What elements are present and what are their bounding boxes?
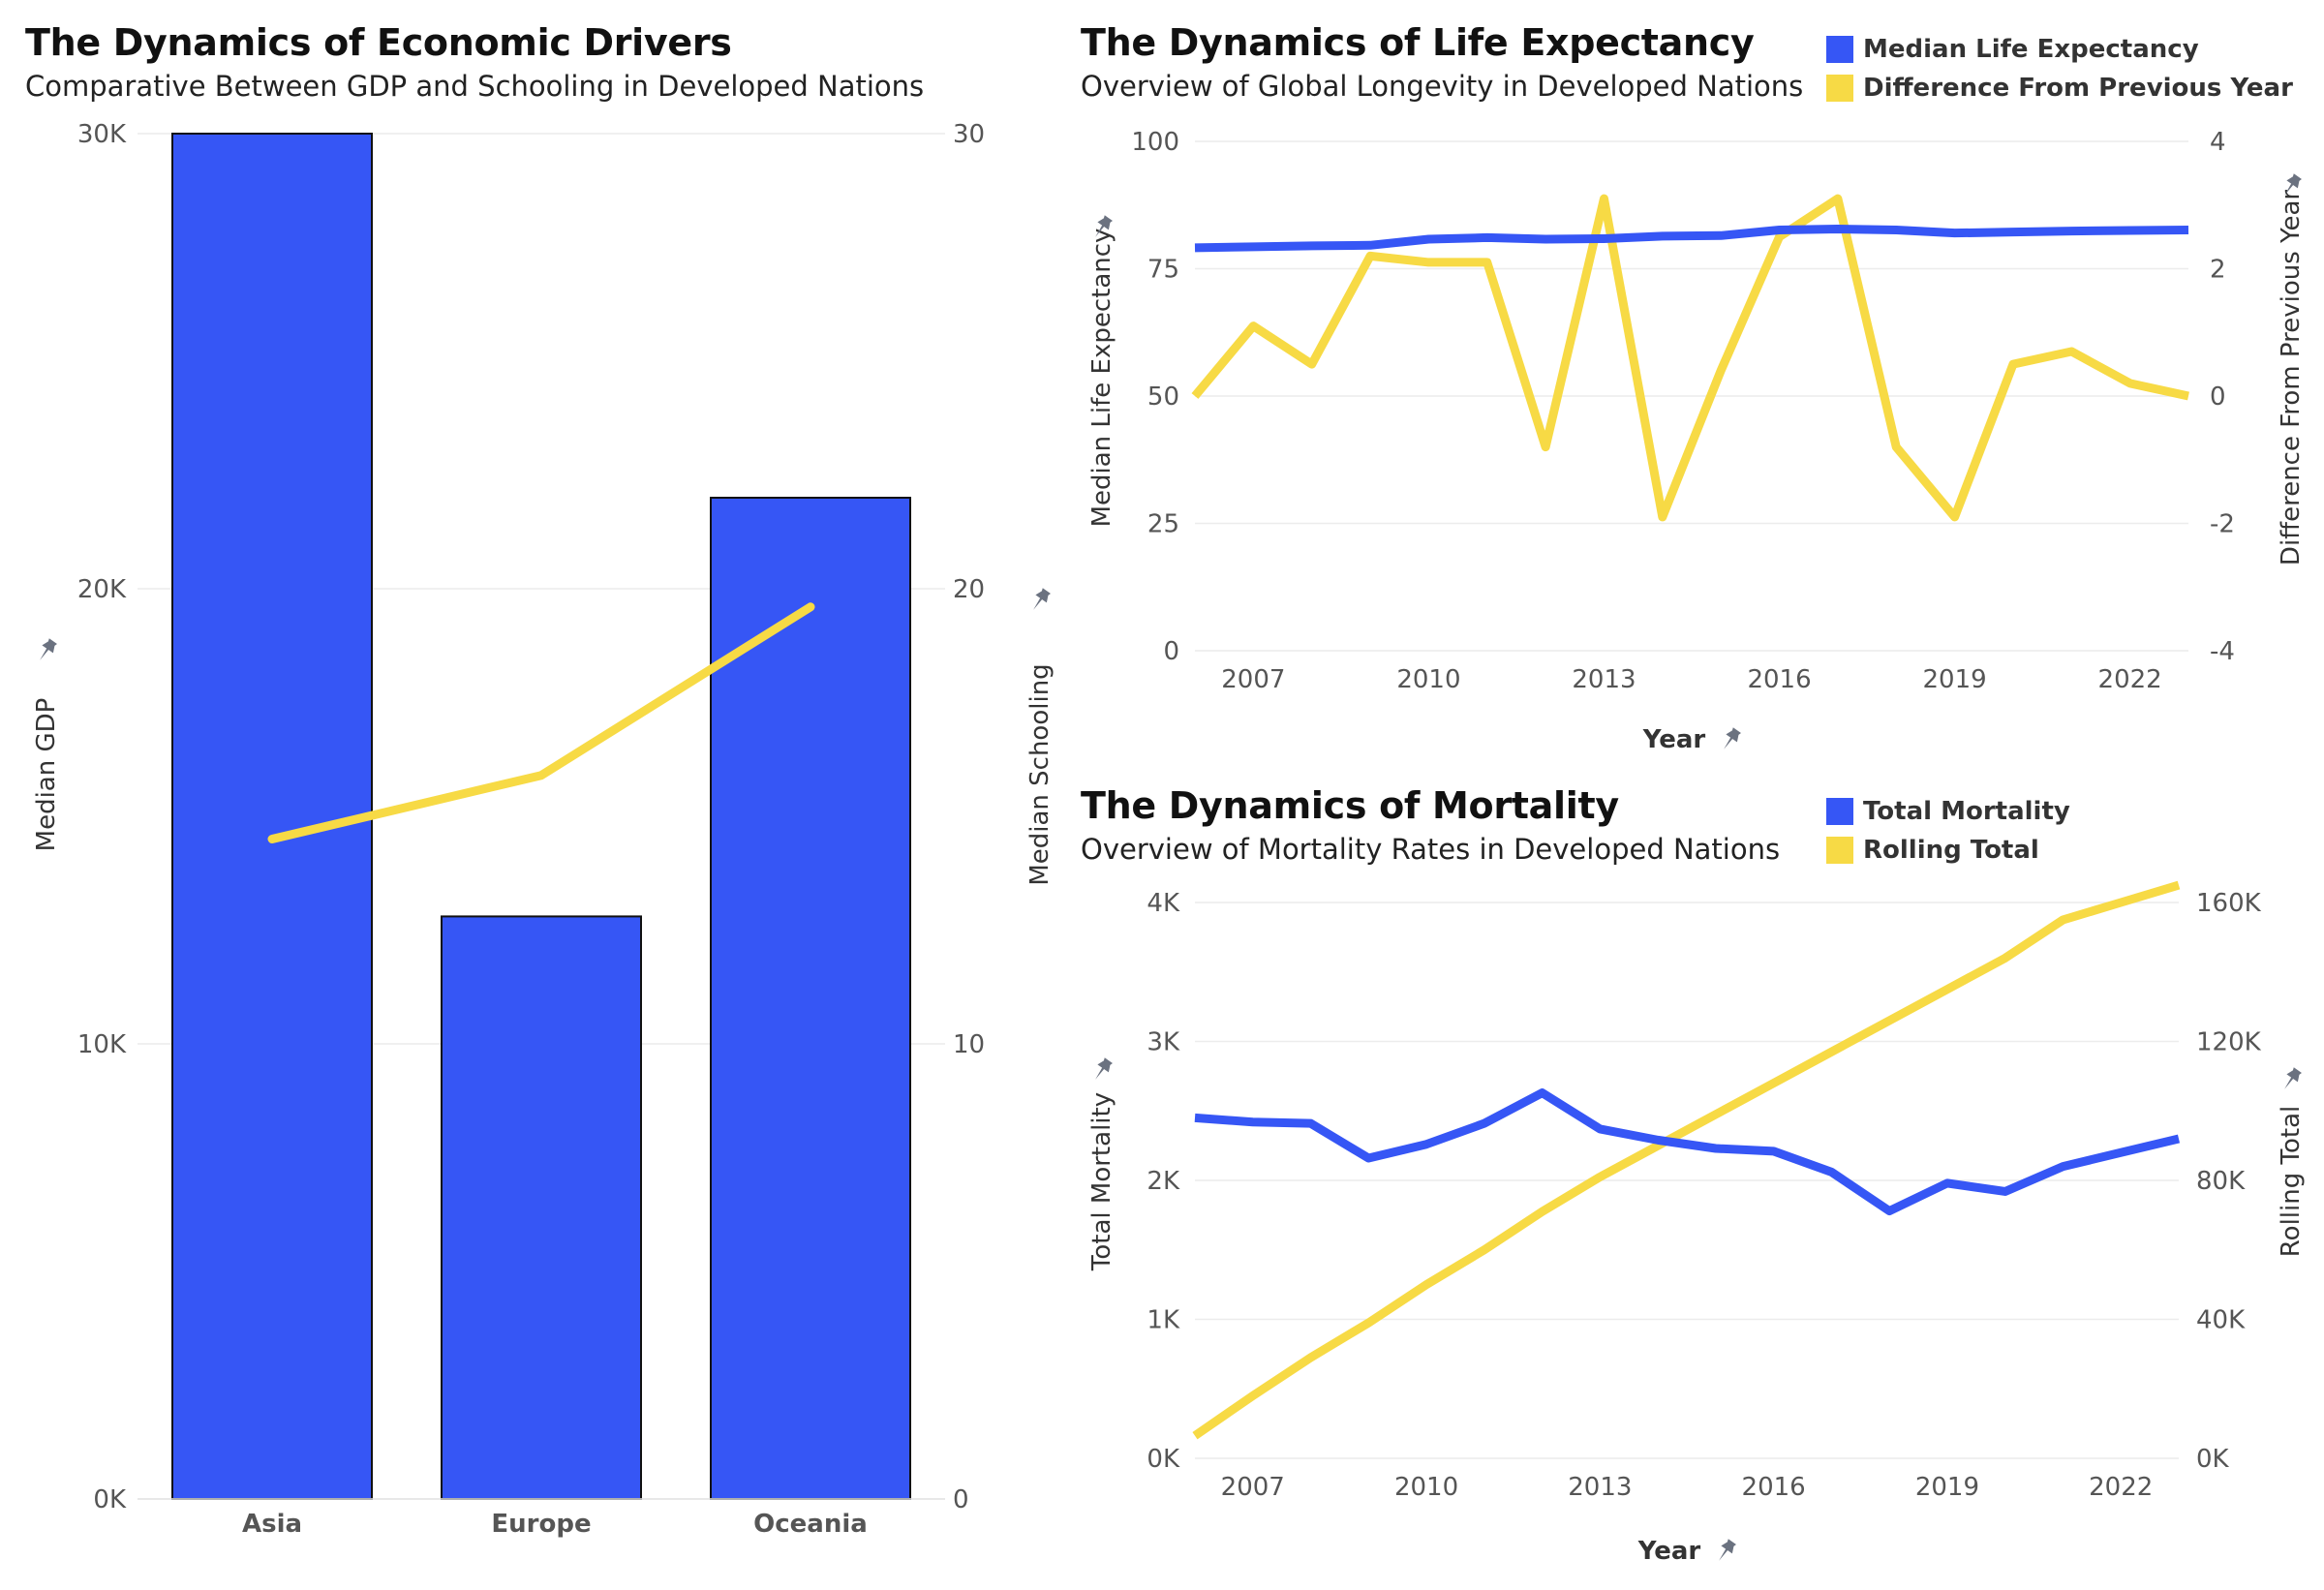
- left-chart-title: The Dynamics of Economic Drivers: [25, 21, 732, 64]
- x-tick-label: 2016: [1747, 665, 1811, 694]
- y-tick-label: 4K: [1147, 889, 1180, 918]
- y2-axis-pin-icon[interactable]: [1027, 587, 1052, 614]
- y-axis-pin-icon[interactable]: [34, 637, 58, 664]
- legend-item-total-mortality[interactable]: Total Mortality: [1826, 792, 2070, 831]
- legend-swatch-blue: [1826, 36, 1853, 63]
- bar: [710, 497, 911, 1500]
- left-chart-subtitle: Comparative Between GDP and Schooling in…: [25, 70, 925, 103]
- schooling-line: [267, 602, 815, 843]
- legend-label: Difference From Previous Year: [1863, 74, 2293, 103]
- y2-axis-label: Rolling Total: [2277, 1106, 2306, 1257]
- x-category-label: Europe: [491, 1510, 591, 1539]
- x-tick-label: 2007: [1221, 665, 1285, 694]
- y2-axis-label: Difference From Previous Year: [2277, 190, 2306, 566]
- y-tick-label: 0: [1163, 637, 1179, 666]
- legend-item-median-life-expectancy[interactable]: Median Life Expectancy: [1826, 30, 2293, 69]
- x-tick-label: 2019: [1915, 1473, 1979, 1502]
- x-tick-label: 2010: [1394, 1473, 1458, 1502]
- y-tick-label: 30K: [77, 120, 127, 149]
- mortality-title: The Dynamics of Mortality: [1081, 784, 1619, 827]
- y2-tick-label: 20: [953, 575, 985, 604]
- y2-tick-label: 30: [953, 120, 985, 149]
- x-axis-label: Year: [1642, 725, 1706, 754]
- x-tick-label: 2013: [1568, 1473, 1632, 1502]
- x-tick-label: 2019: [1923, 665, 1987, 694]
- legend-swatch-yellow: [1826, 837, 1853, 864]
- y-tick-label: 25: [1147, 510, 1179, 539]
- y2-tick-label: -2: [2210, 510, 2235, 539]
- mortality-chart[interactable]: 0K 1K 2K 3K 4K 0K 40K 80K 120K 160K 2007 2010 2013 20…: [1075, 871, 2324, 1590]
- y2-tick-label: 0: [953, 1485, 969, 1514]
- life-expectancy-title: The Dynamics of Life Expectancy: [1081, 21, 1755, 64]
- y-axis-pin-icon[interactable]: [1089, 214, 1114, 241]
- x-tick-label: 2022: [2098, 665, 2162, 694]
- y2-tick-label: 10: [953, 1030, 985, 1059]
- x-tick-label: 2013: [1572, 665, 1636, 694]
- y2-axis-label: Median Schooling: [1025, 663, 1055, 885]
- y-tick-label: 10K: [77, 1030, 127, 1059]
- x-tick-label: 2016: [1742, 1473, 1806, 1502]
- y2-axis-pin-icon[interactable]: [2278, 1066, 2303, 1093]
- life-expectancy-chart[interactable]: 0 25 50 75 100 -4 -2 0 2 4 2007 2010 2013 2016 2019 202…: [1075, 116, 2324, 775]
- legend-item-difference[interactable]: Difference From Previous Year: [1826, 69, 2293, 107]
- legend-swatch-blue: [1826, 798, 1853, 825]
- legend-label: Median Life Expectancy: [1863, 35, 2199, 64]
- y-axis-label: Total Mortality: [1087, 1092, 1116, 1271]
- y2-tick-label: 160K: [2196, 889, 2262, 918]
- x-axis-pin-icon[interactable]: [1718, 726, 1742, 753]
- legend-item-rolling-total[interactable]: Rolling Total: [1826, 831, 2070, 870]
- legend-label: Total Mortality: [1863, 797, 2070, 826]
- y-tick-label: 0K: [93, 1485, 127, 1514]
- x-category-label: Asia: [242, 1510, 302, 1539]
- y-tick-label: 0K: [1147, 1445, 1180, 1474]
- y2-tick-label: 2: [2210, 256, 2226, 285]
- y-tick-label: 50: [1147, 382, 1179, 412]
- life-expectancy-legend: Median Life Expectancy Difference From P…: [1826, 30, 2293, 107]
- y2-tick-label: 0: [2210, 382, 2226, 412]
- y-tick-label: 20K: [77, 575, 127, 604]
- mortality-subtitle: Overview of Mortality Rates in Developed…: [1081, 833, 1781, 866]
- bar: [171, 133, 373, 1500]
- y-tick-label: 2K: [1147, 1167, 1180, 1196]
- series-line-blue: [1194, 224, 2189, 253]
- life-expectancy-subtitle: Overview of Global Longevity in Develope…: [1081, 70, 1804, 103]
- x-axis-pin-icon[interactable]: [1713, 1538, 1737, 1565]
- series-line-blue: [1194, 1088, 2181, 1216]
- y2-axis-pin-icon[interactable]: [2278, 172, 2303, 199]
- y2-tick-label: 120K: [2196, 1028, 2262, 1057]
- series-line-yellow: [1192, 880, 2181, 1440]
- legend-swatch-yellow: [1826, 75, 1853, 102]
- gdp-schooling-chart[interactable]: 0K 10K 20K 30K 0 10 20 30 Asia Europe Oceania Media…: [0, 116, 1055, 1590]
- x-tick-label: 2007: [1221, 1473, 1285, 1502]
- y2-tick-label: -4: [2210, 637, 2235, 666]
- y2-tick-label: 4: [2210, 128, 2226, 157]
- y-axis-pin-icon[interactable]: [1089, 1056, 1114, 1084]
- x-category-label: Oceania: [753, 1510, 868, 1539]
- y-tick-label: 100: [1131, 128, 1179, 157]
- y-tick-label: 3K: [1147, 1028, 1180, 1057]
- y-tick-label: 75: [1147, 256, 1179, 285]
- x-tick-label: 2010: [1396, 665, 1460, 694]
- mortality-legend: Total Mortality Rolling Total: [1826, 792, 2070, 870]
- y2-tick-label: 0K: [2196, 1445, 2230, 1474]
- y-axis-label: Median GDP: [32, 698, 61, 852]
- y2-tick-label: 80K: [2196, 1167, 2246, 1196]
- x-tick-label: 2022: [2089, 1473, 2153, 1502]
- series-line-yellow: [1191, 194, 2189, 522]
- bar: [441, 915, 642, 1500]
- y-axis-label: Median Life Expectancy: [1087, 229, 1116, 528]
- y2-tick-label: 40K: [2196, 1306, 2246, 1335]
- y-tick-label: 1K: [1147, 1306, 1180, 1335]
- x-axis-label: Year: [1637, 1537, 1701, 1566]
- legend-label: Rolling Total: [1863, 836, 2039, 865]
